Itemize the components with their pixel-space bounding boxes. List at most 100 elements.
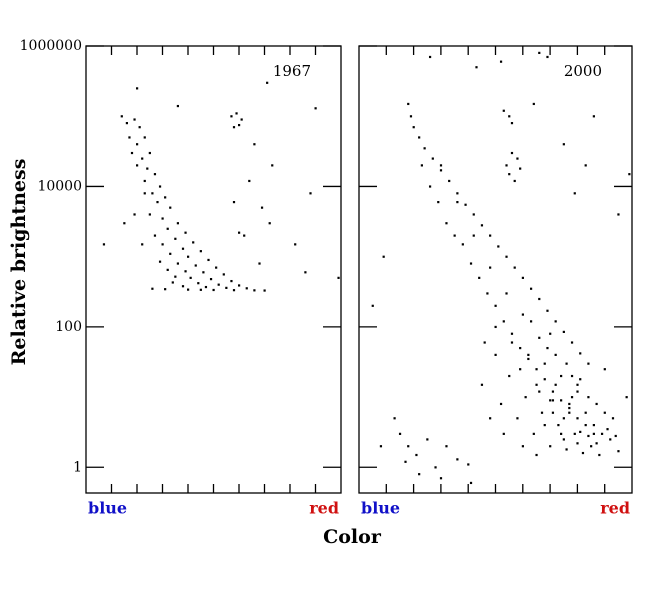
star-point bbox=[524, 396, 527, 399]
star-point bbox=[184, 231, 187, 234]
star-point bbox=[253, 289, 256, 292]
star-point bbox=[136, 87, 139, 90]
star-point bbox=[184, 270, 187, 273]
star-point bbox=[161, 217, 164, 220]
star-point bbox=[222, 273, 225, 276]
star-point bbox=[573, 192, 576, 195]
star-point bbox=[439, 164, 443, 167]
star-point bbox=[174, 275, 177, 278]
star-point bbox=[546, 346, 549, 350]
star-point bbox=[448, 179, 451, 183]
star-point bbox=[263, 289, 266, 292]
star-point bbox=[128, 136, 131, 139]
star-point bbox=[407, 102, 410, 106]
star-point bbox=[510, 332, 514, 335]
star-point bbox=[472, 213, 475, 216]
star-point bbox=[379, 445, 383, 448]
star-point bbox=[125, 122, 128, 125]
star-point bbox=[532, 102, 535, 106]
star-point bbox=[584, 411, 587, 414]
star-point bbox=[617, 450, 620, 453]
star-point bbox=[521, 276, 524, 279]
star-point bbox=[560, 374, 563, 378]
star-point bbox=[248, 179, 251, 183]
star-point bbox=[535, 453, 538, 457]
star-point bbox=[294, 243, 297, 246]
star-point bbox=[187, 255, 190, 258]
star-point bbox=[461, 243, 464, 246]
star-point bbox=[174, 237, 177, 240]
star-point bbox=[407, 445, 410, 448]
star-point bbox=[428, 185, 432, 188]
star-point bbox=[483, 341, 486, 344]
star-point bbox=[382, 255, 385, 258]
star-point bbox=[393, 417, 396, 420]
star-point bbox=[169, 252, 172, 255]
star-point bbox=[584, 423, 587, 427]
star-point bbox=[423, 147, 426, 150]
star-point bbox=[600, 432, 604, 435]
star-point bbox=[453, 234, 456, 237]
star-point bbox=[469, 481, 473, 485]
star-point bbox=[166, 268, 169, 271]
star-point bbox=[136, 143, 139, 146]
star-point bbox=[532, 432, 535, 435]
star-point bbox=[153, 234, 157, 237]
star-point bbox=[480, 224, 484, 227]
star-point bbox=[245, 287, 248, 290]
star-point bbox=[562, 143, 565, 146]
star-point bbox=[238, 123, 241, 127]
star-point bbox=[516, 417, 519, 420]
star-point bbox=[508, 115, 511, 118]
star-point bbox=[309, 192, 312, 195]
star-point bbox=[513, 179, 516, 183]
star-point bbox=[143, 192, 146, 195]
color-label-blue: blue bbox=[361, 499, 400, 518]
star-point bbox=[529, 320, 533, 323]
star-point bbox=[549, 445, 552, 448]
plot-frame bbox=[358, 45, 633, 494]
star-point bbox=[551, 411, 555, 414]
star-point bbox=[148, 213, 151, 216]
star-point bbox=[579, 430, 582, 433]
star-point bbox=[576, 383, 579, 386]
star-point bbox=[508, 173, 511, 176]
star-point bbox=[516, 157, 519, 160]
star-point bbox=[199, 250, 202, 253]
star-point bbox=[456, 200, 459, 204]
star-point bbox=[557, 423, 560, 427]
star-point bbox=[565, 362, 568, 365]
star-point bbox=[271, 164, 274, 167]
star-point bbox=[529, 287, 533, 290]
star-point bbox=[527, 357, 530, 361]
star-point bbox=[549, 332, 552, 335]
star-point bbox=[143, 179, 146, 183]
star-point bbox=[486, 292, 489, 295]
star-point bbox=[189, 276, 192, 279]
star-point bbox=[538, 336, 541, 339]
star-point bbox=[253, 143, 256, 146]
star-point bbox=[513, 266, 516, 269]
star-point bbox=[510, 122, 514, 125]
star-point bbox=[494, 304, 497, 307]
star-point bbox=[573, 432, 576, 435]
star-point bbox=[232, 126, 236, 129]
star-point bbox=[404, 460, 407, 463]
star-point bbox=[568, 411, 571, 414]
star-point bbox=[164, 196, 167, 199]
star-point bbox=[499, 60, 503, 63]
star-point bbox=[217, 283, 220, 286]
star-point bbox=[439, 477, 443, 480]
star-point bbox=[176, 104, 179, 108]
star-point bbox=[478, 276, 481, 279]
star-point bbox=[141, 157, 144, 160]
star-point bbox=[420, 164, 423, 167]
star-point bbox=[549, 399, 552, 402]
star-point bbox=[519, 368, 522, 371]
star-point bbox=[120, 115, 123, 118]
star-point bbox=[554, 383, 557, 386]
star-point bbox=[489, 417, 492, 420]
star-point bbox=[554, 320, 557, 323]
star-point bbox=[510, 151, 514, 155]
